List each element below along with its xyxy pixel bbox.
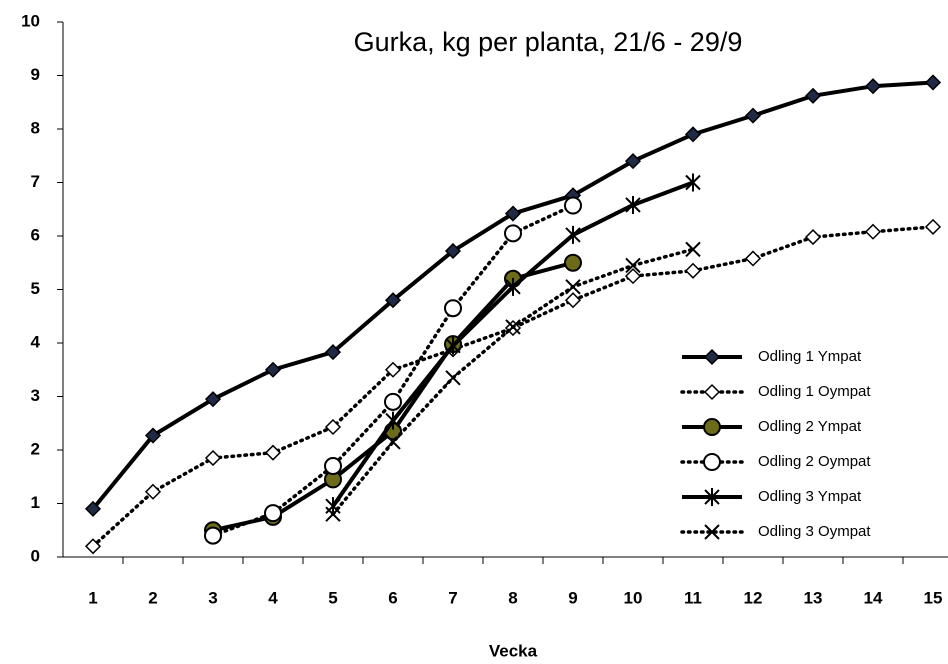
legend-label: Odling 1 Ympat <box>758 348 862 365</box>
data-point <box>625 257 641 274</box>
y-tick-label: 1 <box>31 493 40 512</box>
data-point <box>324 418 342 436</box>
y-tick-label: 0 <box>31 546 40 565</box>
x-tick-label: 5 <box>328 588 337 607</box>
data-point <box>504 205 522 222</box>
x-tick-label: 10 <box>624 588 643 607</box>
data-point <box>564 253 582 272</box>
data-point <box>444 242 462 260</box>
data-point <box>84 500 102 517</box>
data-point <box>624 268 642 285</box>
data-point <box>504 224 522 243</box>
x-tick-label: 1 <box>88 588 97 607</box>
legend-label: Odling 3 Oympat <box>758 523 871 540</box>
data-point <box>384 361 402 378</box>
x-tick-label: 6 <box>388 588 397 607</box>
legend-marker <box>703 453 721 471</box>
legend-marker <box>703 348 721 366</box>
legend-label: Odling 1 Oympat <box>758 383 871 400</box>
data-point <box>204 526 222 545</box>
x-tick-label: 7 <box>448 588 457 607</box>
x-tick-label: 14 <box>864 588 883 607</box>
data-point <box>684 126 702 143</box>
x-tick-label: 2 <box>148 588 157 607</box>
x-tick-label: 13 <box>804 588 823 607</box>
data-point <box>864 223 882 240</box>
data-point <box>384 392 402 411</box>
series-line <box>91 225 935 549</box>
data-point <box>924 74 942 91</box>
data-point <box>445 336 461 355</box>
data-point <box>204 449 222 467</box>
data-point <box>385 434 401 450</box>
x-tick-label: 4 <box>268 588 278 607</box>
y-tick-label: 7 <box>31 172 40 191</box>
data-point <box>685 173 701 192</box>
legend-label: Odling 3 Ympat <box>758 488 862 505</box>
data-point <box>804 87 822 104</box>
y-tick-label: 8 <box>31 118 40 137</box>
y-tick-label: 2 <box>31 439 40 458</box>
data-point <box>565 279 581 295</box>
data-point <box>324 344 342 361</box>
x-tick-label: 11 <box>684 588 702 607</box>
data-point <box>564 292 582 309</box>
y-tick-label: 6 <box>31 225 40 244</box>
data-point <box>864 78 882 95</box>
data-point <box>505 277 521 296</box>
data-point <box>84 538 102 555</box>
legend-marker <box>703 383 721 401</box>
y-tick-label: 3 <box>31 386 40 405</box>
data-point <box>684 262 702 279</box>
data-point <box>625 195 641 214</box>
data-point <box>565 225 581 244</box>
data-point <box>324 457 342 476</box>
data-point <box>385 411 401 430</box>
data-point <box>744 107 762 124</box>
data-point <box>744 250 762 267</box>
x-tick-label: 12 <box>744 588 763 607</box>
data-point <box>924 218 942 235</box>
data-point <box>384 292 402 309</box>
y-tick-label: 9 <box>31 65 40 84</box>
data-point <box>144 427 162 444</box>
data-point <box>804 229 822 246</box>
x-axis-label: Vecka <box>489 641 538 660</box>
chart-title: Gurka, kg per planta, 21/6 - 29/9 <box>354 27 743 57</box>
data-point <box>564 196 582 215</box>
y-tick-label: 5 <box>31 279 40 298</box>
legend-marker <box>704 524 720 540</box>
y-tick-label: 10 <box>21 11 40 30</box>
data-point <box>204 391 222 408</box>
data-point <box>444 299 462 318</box>
data-point <box>325 506 341 522</box>
x-tick-label: 15 <box>924 588 943 607</box>
data-point <box>264 361 282 378</box>
legend-marker <box>703 418 721 436</box>
x-tick-label: 3 <box>208 588 217 607</box>
x-tick-label: 8 <box>508 588 517 607</box>
data-point <box>264 444 282 461</box>
data-point <box>445 370 461 386</box>
y-tick-label: 4 <box>31 332 41 351</box>
legend-marker <box>704 488 720 506</box>
data-point <box>685 241 701 258</box>
data-point <box>505 319 521 335</box>
data-point <box>144 483 162 500</box>
data-point <box>264 504 282 523</box>
legend-label: Odling 2 Ympat <box>758 418 862 435</box>
data-point <box>624 153 642 170</box>
x-tick-label: 9 <box>568 588 577 607</box>
legend-label: Odling 2 Oympat <box>758 453 871 470</box>
